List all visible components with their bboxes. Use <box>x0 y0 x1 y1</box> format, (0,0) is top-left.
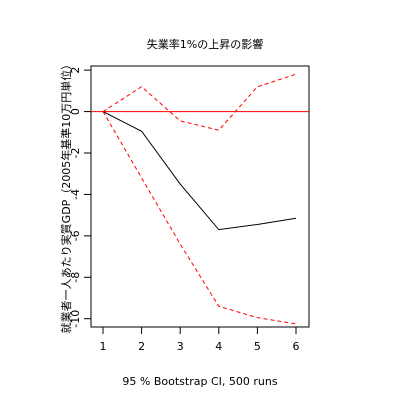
series-line-lower <box>102 111 297 325</box>
y-axis: 2 0 -2 -4 -6 -8 -10 <box>69 67 91 328</box>
y-tick-label-5: -8 <box>69 272 82 283</box>
x-axis-label: 95 % Bootstrap CI, 500 runs <box>122 375 277 388</box>
x-tick-label-4: 5 <box>254 340 261 353</box>
plot-frame <box>90 65 310 328</box>
y-axis-label: 就業者一人あたり実質GDP（2005年基準10万円単位） <box>59 59 73 334</box>
y-tick-label-0: 2 <box>69 67 82 74</box>
y-tick-label-4: -6 <box>69 230 82 241</box>
x-tick-label-1: 2 <box>138 340 145 353</box>
y-tick-label-6: -10 <box>69 310 82 328</box>
x-tick-label-3: 4 <box>215 340 222 353</box>
y-tick-label-3: -4 <box>69 189 82 200</box>
x-tick-label-2: 3 <box>177 340 184 353</box>
y-tick-label-2: -2 <box>69 148 82 159</box>
x-tick-label-5: 6 <box>293 340 300 353</box>
x-tick-label-0: 1 <box>100 340 107 353</box>
series-line-upper <box>102 73 297 131</box>
chart-title: 失業率1%の上昇の影響 <box>147 37 263 51</box>
x-axis: 1 2 3 4 5 6 <box>100 327 300 353</box>
series-layer <box>102 73 297 325</box>
y-tick-label-1: 0 <box>69 108 82 115</box>
series-line-estimate <box>102 111 297 231</box>
